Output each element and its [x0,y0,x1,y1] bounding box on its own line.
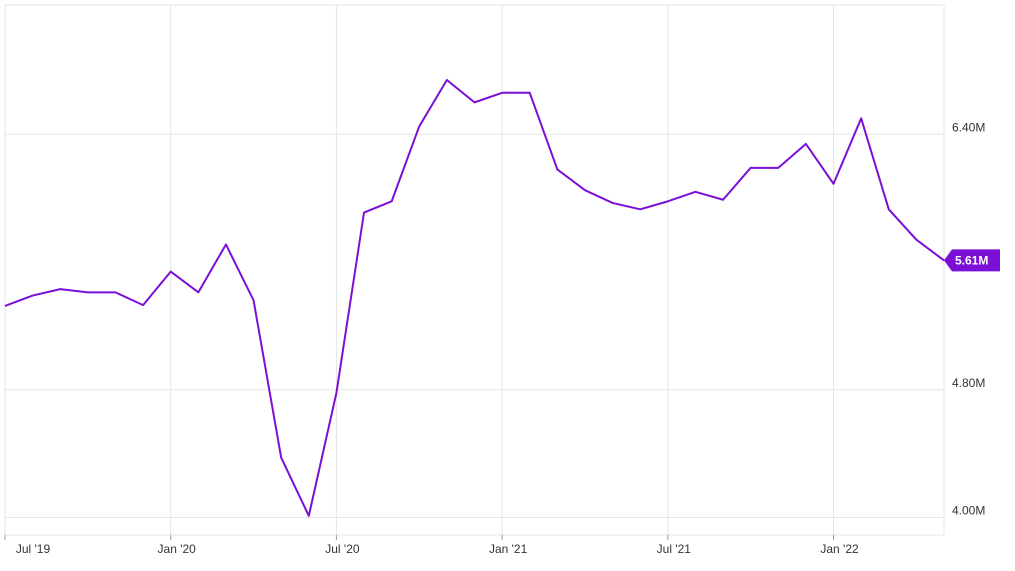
plot-frame [4,4,945,536]
value-label: 5.61M [955,254,988,268]
x-tick-label: Jan '21 [489,542,528,556]
line-series [4,79,945,517]
y-tick-label: 4.80M [952,376,985,390]
x-tick-label: Jul '20 [325,542,360,556]
x-tick-label: Jul '19 [16,542,51,556]
x-tick-label: Jan '22 [820,542,859,556]
y-tick-label: 4.00M [952,504,985,518]
value-badge [944,249,1000,272]
x-tick-label: Jul '21 [657,542,692,556]
y-tick-label: 6.40M [952,120,985,134]
x-tick-label: Jan '20 [158,542,197,556]
